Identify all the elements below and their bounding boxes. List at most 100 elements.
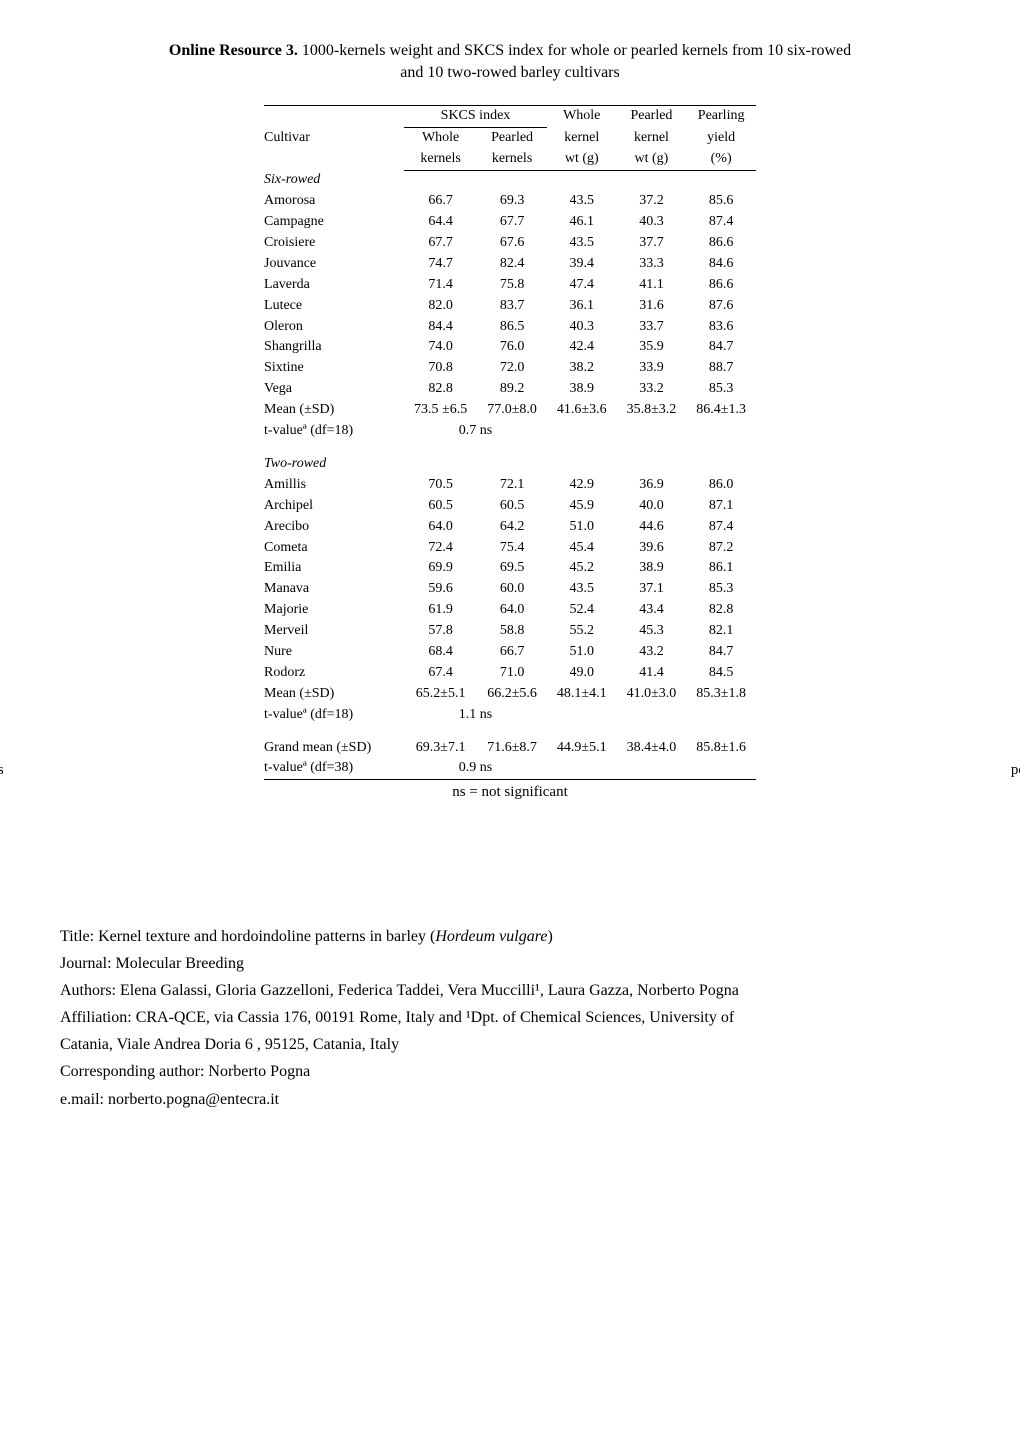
table-cell: 84.4 <box>404 317 477 338</box>
table-cell: 67.4 <box>404 663 477 684</box>
table-cell: 72.4 <box>404 538 477 559</box>
table-cell: 82.1 <box>686 621 756 642</box>
table-cell: t-valueª (df=38) <box>264 758 404 779</box>
table-cell: 68.4 <box>404 642 477 663</box>
table-cell: 72.1 <box>477 475 547 496</box>
table-cell: 64.0 <box>477 600 547 621</box>
table-cell: 70.8 <box>404 358 477 379</box>
table-cell <box>547 758 617 779</box>
table-cell: 43.4 <box>617 600 687 621</box>
table-cell: 82.8 <box>404 379 477 400</box>
table-cell: Manava <box>264 579 404 600</box>
table-cell: 86.4±1.3 <box>686 400 756 421</box>
col-whole-kernel2: kernel <box>547 128 617 149</box>
table-cell: Laverda <box>264 275 404 296</box>
table-cell: 66.2±5.6 <box>477 684 547 705</box>
table-cell: 48.1±4.1 <box>547 684 617 705</box>
table-cell <box>477 170 547 191</box>
table-cell: 60.5 <box>477 496 547 517</box>
table-cell: 85.3±1.8 <box>686 684 756 705</box>
table-cell: 42.4 <box>547 337 617 358</box>
footnote-right: pearled kernels ; <box>1011 760 1020 780</box>
meta-journal: Journal: Molecular Breeding <box>60 950 960 977</box>
table-cell: Merveil <box>264 621 404 642</box>
table-cell: 41.4 <box>617 663 687 684</box>
col-whole-wt: wt (g) <box>547 149 617 170</box>
meta-email: e.mail: norberto.pogna@entecra.it <box>60 1086 960 1113</box>
table-cell: Rodorz <box>264 663 404 684</box>
table-cell <box>617 454 687 475</box>
table-cell <box>686 421 756 442</box>
table-cell: 69.5 <box>477 558 547 579</box>
table-cell: 69.9 <box>404 558 477 579</box>
table-cell: 87.4 <box>686 212 756 233</box>
table-cell <box>404 454 477 475</box>
table-cell: 45.9 <box>547 496 617 517</box>
table-cell <box>686 170 756 191</box>
table-cell: Nure <box>264 642 404 663</box>
table-cell: 52.4 <box>547 600 617 621</box>
table-cell: 51.0 <box>547 642 617 663</box>
table-cell: Amorosa <box>264 191 404 212</box>
data-table: Cultivar SKCS index Whole Pearled Pearli… <box>264 105 756 780</box>
table-cell: 87.6 <box>686 296 756 317</box>
table-cell: 59.6 <box>404 579 477 600</box>
table-cell: 33.9 <box>617 358 687 379</box>
table-cell: 37.2 <box>617 191 687 212</box>
table-cell: 43.5 <box>547 579 617 600</box>
table-cell: 38.2 <box>547 358 617 379</box>
table-cell: 38.9 <box>547 379 617 400</box>
table-cell: 55.2 <box>547 621 617 642</box>
table-cell <box>404 170 477 191</box>
table-cell: 41.0±3.0 <box>617 684 687 705</box>
table-cell <box>617 705 687 726</box>
table-cell: 64.0 <box>404 517 477 538</box>
footnote-left: ª Whole kernels vs <box>0 760 4 780</box>
table-cell: 84.7 <box>686 337 756 358</box>
table-cell: 88.7 <box>686 358 756 379</box>
table-cell: 0.9 ns <box>404 758 547 779</box>
table-cell: Mean (±SD) <box>264 400 404 421</box>
table-cell: Vega <box>264 379 404 400</box>
table-cell: 86.1 <box>686 558 756 579</box>
table-cell: Emilia <box>264 558 404 579</box>
table-cell: 35.9 <box>617 337 687 358</box>
table-caption: Online Resource 3. 1000-kernels weight a… <box>160 40 860 83</box>
table-cell: 64.2 <box>477 517 547 538</box>
table-cell: 74.7 <box>404 254 477 275</box>
table-cell: 86.5 <box>477 317 547 338</box>
table-cell: 36.1 <box>547 296 617 317</box>
table-cell: 75.4 <box>477 538 547 559</box>
table-cell: 39.4 <box>547 254 617 275</box>
table-cell: 75.8 <box>477 275 547 296</box>
table-cell: 84.7 <box>686 642 756 663</box>
table-cell: t-valueª (df=18) <box>264 421 404 442</box>
table-cell: 87.2 <box>686 538 756 559</box>
table-cell: 37.7 <box>617 233 687 254</box>
col-pearling3: (%) <box>686 149 756 170</box>
table-cell: 46.1 <box>547 212 617 233</box>
table-cell: 43.5 <box>547 233 617 254</box>
caption-bold: Online Resource 3. <box>169 42 298 59</box>
table-cell: Majorie <box>264 600 404 621</box>
table-cell: 84.5 <box>686 663 756 684</box>
table-cell: Amillis <box>264 475 404 496</box>
col-pearled-kernel2: kernel <box>617 128 687 149</box>
table-cell <box>617 170 687 191</box>
table-cell: 43.5 <box>547 191 617 212</box>
table-cell: 37.1 <box>617 579 687 600</box>
table-cell: 40.0 <box>617 496 687 517</box>
table-cell: 77.0±8.0 <box>477 400 547 421</box>
meta-authors: Authors: Elena Galassi, Gloria Gazzellon… <box>60 977 960 1004</box>
table-cell: 35.8±3.2 <box>617 400 687 421</box>
table-cell: 87.1 <box>686 496 756 517</box>
table-cell <box>547 705 617 726</box>
table-cell: Arecibo <box>264 517 404 538</box>
table-cell: 74.0 <box>404 337 477 358</box>
table-cell: Shangrilla <box>264 337 404 358</box>
table-cell: 86.0 <box>686 475 756 496</box>
col-whole-kernels: Whole <box>404 128 477 149</box>
table-cell: Campagne <box>264 212 404 233</box>
table-cell: 38.4±4.0 <box>617 738 687 759</box>
table-cell: 85.3 <box>686 379 756 400</box>
